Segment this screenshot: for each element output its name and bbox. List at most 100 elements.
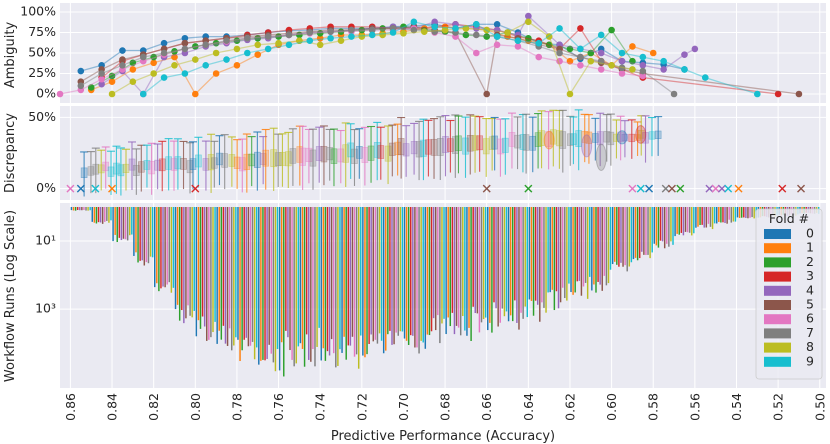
ambiguity-point [119, 47, 126, 54]
ambiguity-point [191, 43, 199, 50]
runs-bar [266, 207, 268, 359]
runs-bar [164, 207, 166, 288]
runs-bar [693, 207, 695, 234]
runs-bar [434, 207, 437, 331]
runs-bar [487, 207, 489, 331]
discrepancy-box [455, 135, 462, 152]
runs-bar [185, 207, 187, 319]
runs-bar [332, 207, 335, 354]
runs-bar [385, 207, 387, 351]
runs-bar [253, 207, 256, 360]
runs-bar [228, 207, 231, 329]
ambiguity-point [545, 41, 553, 49]
discrepancy-box [137, 161, 145, 173]
runs-bar [126, 207, 129, 241]
runs-bar [503, 207, 506, 317]
runs-bar [243, 207, 245, 340]
runs-bar [403, 207, 406, 339]
discrepancy-box [211, 157, 218, 169]
runs-bar [251, 207, 254, 342]
discrepancy-box [642, 132, 649, 144]
ambiguity-point [420, 28, 428, 35]
ambiguity-point [98, 75, 105, 83]
runs-bar [672, 207, 674, 245]
runs-bar [707, 207, 710, 224]
runs-bar [280, 207, 283, 343]
runs-bar [505, 207, 508, 312]
discrepancy-box [238, 157, 246, 172]
runs-bar [378, 207, 381, 334]
ambiguity-point [618, 70, 626, 77]
runs-bar [76, 207, 79, 210]
runs-bar [104, 207, 106, 222]
runs-bar [393, 207, 395, 345]
runs-bar [470, 207, 472, 341]
runs-bar [274, 207, 277, 372]
runs-bar [216, 207, 218, 344]
ambiguity-point [525, 18, 532, 26]
ambiguity-point [431, 28, 438, 35]
ambiguity-point [608, 26, 615, 34]
runs-bar [453, 207, 456, 335]
ambiguity-point [473, 49, 480, 57]
discrepancy-y-tick-label: 0% [36, 180, 56, 195]
runs-bar [751, 207, 753, 218]
runs-bar [308, 207, 310, 360]
ambiguity-point [150, 53, 157, 61]
ambiguity-point [348, 33, 355, 40]
discrepancy-outlier-marker [667, 184, 676, 193]
ambiguity-point [410, 26, 418, 34]
discrepancy-box [442, 136, 449, 153]
runs-bar [459, 207, 462, 336]
discrepancy-box [397, 138, 405, 156]
discrepancy-box [384, 145, 392, 162]
runs-bar [206, 207, 208, 341]
ambiguity-point [379, 25, 386, 32]
discrepancy-box [337, 148, 345, 163]
discrepancy-box [654, 130, 662, 140]
legend-title: Fold # [769, 211, 809, 226]
discrepancy-box [613, 133, 620, 142]
runs-bar [624, 207, 626, 266]
runs-bar [670, 207, 672, 242]
legend-entry-label: 9 [806, 353, 814, 368]
runs-bar [443, 207, 445, 319]
runs-bar [276, 207, 279, 350]
runs-bar [214, 207, 216, 322]
ambiguity-point [701, 74, 709, 81]
runs-bar [520, 207, 522, 313]
x-axis-label: Predictive Performance (Accuracy) [331, 429, 555, 444]
x-tick-label: 0.76 [271, 393, 286, 421]
ambiguity-point [577, 62, 584, 69]
discrepancy-outlier-marker [797, 184, 806, 193]
runs-bar [241, 207, 243, 351]
runs-bar [493, 207, 495, 303]
discrepancy-box [603, 130, 611, 143]
discrepancy-box [165, 156, 172, 170]
runs-bar [730, 207, 733, 223]
ambiguity-point [306, 29, 314, 36]
ambiguity-point [212, 70, 220, 77]
runs-bar [736, 207, 739, 218]
runs-bar [524, 207, 526, 307]
legend-swatch [764, 271, 791, 282]
ambiguity-point [639, 62, 647, 69]
discrepancy-box [233, 156, 241, 169]
runs-bar [509, 207, 512, 316]
runs-bar [230, 207, 233, 351]
ambiguity-point [514, 43, 522, 50]
runs-bar [740, 207, 743, 218]
runs-bar [445, 207, 447, 335]
legend-entry-label: 5 [806, 297, 814, 312]
runs-bar [351, 207, 354, 337]
runs-bar [156, 207, 158, 284]
runs-bar [341, 207, 343, 353]
ambiguity-point [316, 41, 324, 49]
runs-bar [139, 207, 141, 261]
discrepancy-box [299, 147, 306, 166]
runs-bar [283, 207, 285, 377]
ambiguity-point [462, 31, 470, 39]
ambiguity-point [348, 26, 355, 34]
runs-bar [630, 207, 633, 263]
runs-bar [753, 207, 755, 219]
